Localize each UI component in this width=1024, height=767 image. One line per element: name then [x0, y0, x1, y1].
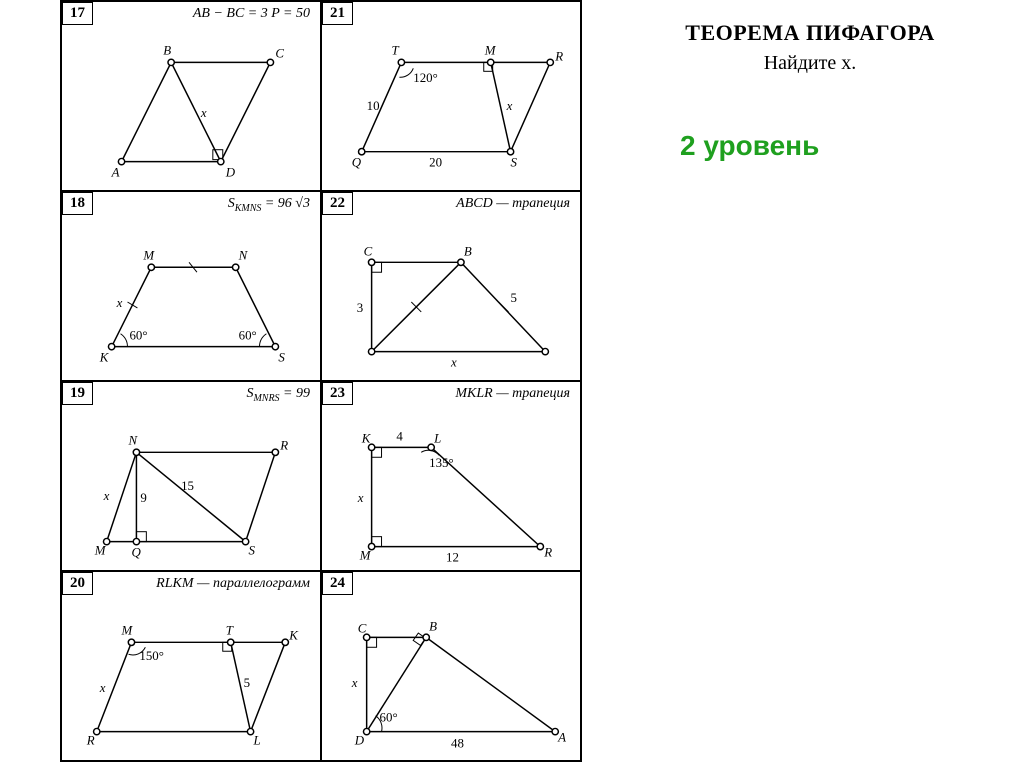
svg-text:B: B — [464, 244, 472, 258]
diagram-19: N R M S Q x 9 15 — [62, 412, 320, 572]
svg-text:K: K — [361, 431, 372, 445]
svg-text:15: 15 — [181, 479, 194, 493]
svg-text:B: B — [429, 619, 437, 633]
given-text: SMNRS = 99 — [246, 386, 310, 404]
given-text: SKMNS = 96 √3 — [228, 196, 310, 214]
problem-number: 17 — [62, 2, 93, 25]
diagram-17: A B C D x — [62, 32, 320, 192]
svg-text:x: x — [357, 491, 364, 505]
svg-text:A: A — [557, 731, 566, 745]
problem-number: 18 — [62, 192, 93, 215]
svg-text:K: K — [99, 351, 110, 365]
diagram-18: M N K S 60° 60° x — [62, 222, 320, 382]
given-html: SKMNS = 96 √3 — [228, 196, 310, 211]
svg-text:D: D — [354, 734, 365, 748]
cell-23: 23 MKLR — трапеция K L M R 4 135° x 12 — [321, 381, 581, 571]
svg-text:x: x — [116, 296, 123, 310]
problem-number: 24 — [322, 572, 353, 595]
given-text: RLKM — параллелограмм — [156, 576, 310, 592]
svg-text:x: x — [450, 356, 457, 370]
problem-number: 21 — [322, 2, 353, 25]
cell-17: 17 AB − BC = 3 P = 50 A B C D x — [61, 1, 321, 191]
svg-text:60°: 60° — [380, 711, 398, 725]
svg-text:x: x — [200, 106, 207, 120]
svg-text:C: C — [364, 244, 373, 258]
svg-text:M: M — [121, 623, 134, 637]
svg-text:48: 48 — [451, 736, 464, 750]
svg-text:120°: 120° — [413, 71, 438, 85]
diagram-21: T M R Q S 120° 10 20 x — [322, 32, 580, 192]
diagram-23: K L M R 4 135° x 12 — [322, 412, 580, 572]
svg-text:S: S — [278, 351, 285, 365]
svg-text:K: K — [288, 628, 299, 642]
svg-text:S: S — [249, 544, 256, 558]
svg-text:D: D — [225, 166, 236, 180]
svg-text:x: x — [351, 676, 358, 690]
given-text: ABCD — трапеция — [456, 196, 570, 212]
cell-24: 24 C B D A 60° x 48 — [321, 571, 581, 761]
problem-grid: 17 AB − BC = 3 P = 50 A B C D x 21 T M — [60, 0, 582, 762]
svg-text:M: M — [359, 548, 372, 562]
svg-text:60°: 60° — [129, 329, 147, 343]
svg-text:M: M — [94, 544, 107, 558]
diagram-24: C B D A 60° x 48 — [322, 602, 580, 762]
cell-20: 20 RLKM — параллелограмм M T K R L 150° … — [61, 571, 321, 761]
problem-number: 20 — [62, 572, 93, 595]
svg-text:12: 12 — [446, 550, 459, 564]
problem-number: 19 — [62, 382, 93, 405]
title-main: ТЕОРЕМА ПИФАГОРА — [620, 20, 1000, 46]
cell-21: 21 T M R Q S 120° 10 20 x — [321, 1, 581, 191]
svg-text:150°: 150° — [139, 649, 164, 663]
diagram-20: M T K R L 150° 5 x — [62, 602, 320, 762]
svg-text:9: 9 — [140, 491, 146, 505]
svg-text:N: N — [127, 433, 138, 447]
svg-text:4: 4 — [396, 429, 403, 443]
svg-text:R: R — [86, 734, 95, 748]
diagram-22: C B 3 5 x — [322, 222, 580, 382]
svg-text:60°: 60° — [239, 329, 257, 343]
title-block: ТЕОРЕМА ПИФАГОРА Найдите x. — [620, 20, 1000, 75]
svg-text:x: x — [103, 489, 110, 503]
svg-text:x: x — [99, 681, 106, 695]
svg-text:135°: 135° — [429, 456, 454, 470]
svg-text:M: M — [484, 43, 497, 57]
problem-number: 22 — [322, 192, 353, 215]
svg-text:x: x — [506, 99, 513, 113]
svg-text:T: T — [391, 43, 399, 57]
svg-text:Q: Q — [352, 156, 362, 170]
svg-text:M: M — [142, 248, 155, 262]
svg-text:R: R — [279, 438, 288, 452]
svg-text:R: R — [543, 546, 552, 560]
problem-number: 23 — [322, 382, 353, 405]
svg-text:S: S — [511, 156, 518, 170]
svg-text:C: C — [358, 621, 367, 635]
given-text: AB − BC = 3 P = 50 — [193, 6, 310, 22]
svg-text:T: T — [226, 623, 234, 637]
svg-text:3: 3 — [357, 301, 363, 315]
given-text: MKLR — трапеция — [455, 386, 570, 402]
level-label: 2 уровень — [680, 130, 819, 162]
svg-text:C: C — [275, 46, 284, 60]
svg-text:R: R — [554, 49, 563, 63]
svg-text:L: L — [253, 734, 261, 748]
svg-text:5: 5 — [511, 291, 517, 305]
cell-19: 19 SMNRS = 99 N R M S Q x 9 15 — [61, 381, 321, 571]
svg-text:N: N — [238, 248, 249, 262]
svg-text:20: 20 — [429, 156, 442, 170]
given-html: SMNRS = 99 — [246, 386, 310, 401]
svg-text:A: A — [111, 166, 120, 180]
svg-text:L: L — [433, 431, 441, 445]
svg-text:Q: Q — [131, 546, 141, 560]
title-sub: Найдите x. — [620, 52, 1000, 75]
svg-text:5: 5 — [244, 676, 250, 690]
svg-text:10: 10 — [367, 99, 380, 113]
svg-text:B: B — [163, 43, 171, 57]
cell-18: 18 SKMNS = 96 √3 M N K S 60° 60° x — [61, 191, 321, 381]
cell-22: 22 ABCD — трапеция C B 3 5 x — [321, 191, 581, 381]
